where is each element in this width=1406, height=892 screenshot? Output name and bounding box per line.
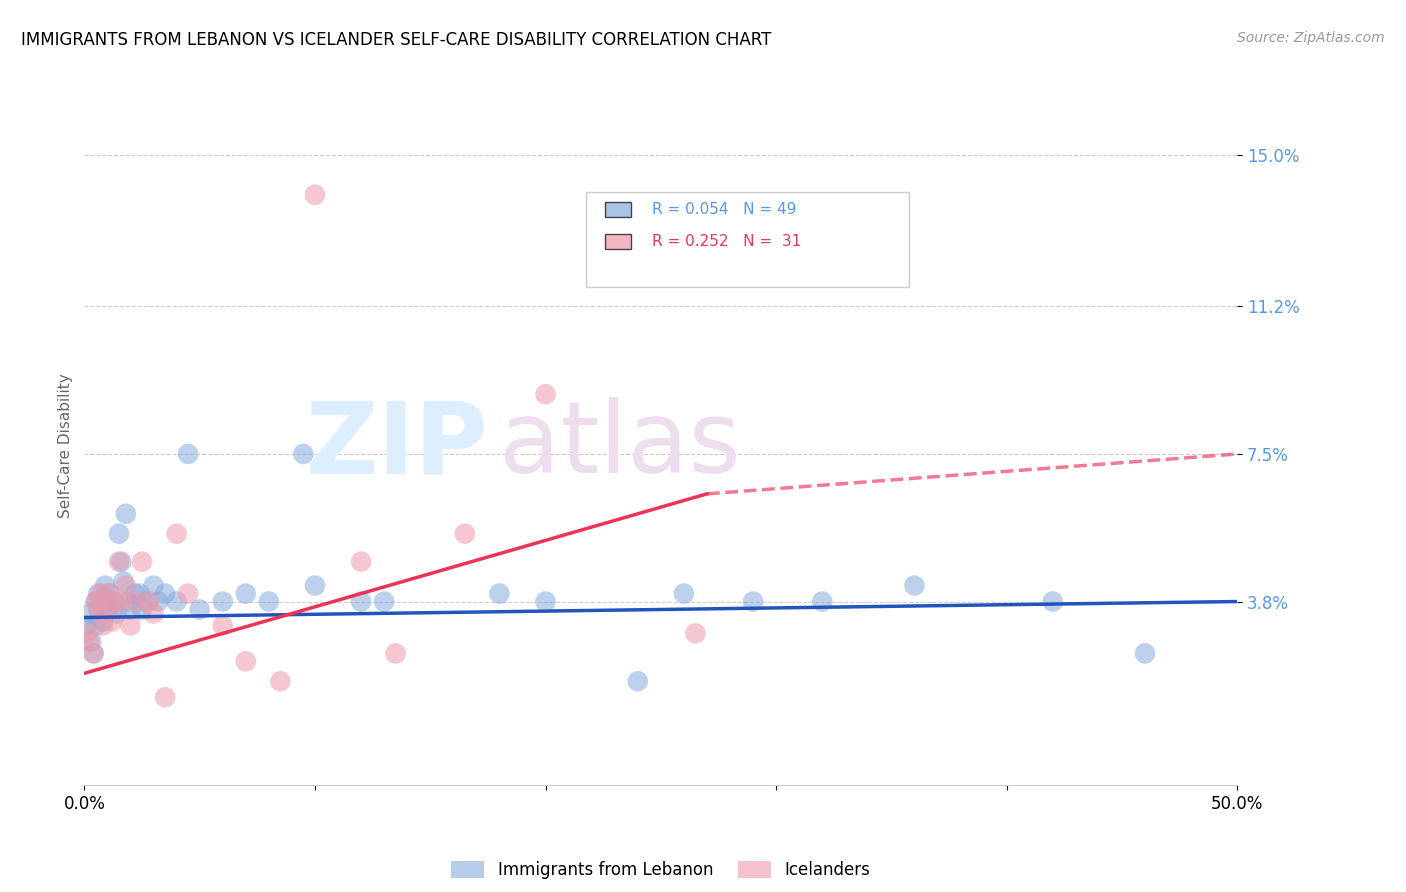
Point — [1133, 646, 1156, 660]
Point — [1042, 594, 1064, 608]
Point — [83, 646, 105, 660]
Point — [112, 574, 135, 589]
Point — [269, 674, 291, 689]
Text: Source: ZipAtlas.com: Source: ZipAtlas.com — [1237, 31, 1385, 45]
Text: R = 0.252   N =  31: R = 0.252 N = 31 — [651, 235, 801, 250]
Point — [131, 602, 153, 616]
Point — [128, 586, 150, 600]
Point — [166, 526, 188, 541]
Point — [235, 654, 257, 668]
Point — [142, 578, 165, 592]
Point — [138, 594, 160, 608]
Point — [98, 586, 121, 600]
Point — [87, 602, 110, 616]
Point — [84, 594, 107, 608]
Point — [124, 594, 146, 608]
Point — [534, 387, 557, 401]
Point — [94, 607, 117, 621]
Point — [108, 555, 131, 569]
Text: IMMIGRANTS FROM LEBANON VS ICELANDER SELF-CARE DISABILITY CORRELATION CHART: IMMIGRANTS FROM LEBANON VS ICELANDER SEL… — [21, 31, 772, 49]
Y-axis label: Self-Care Disability: Self-Care Disability — [58, 374, 73, 518]
Point — [903, 578, 925, 592]
Point — [177, 586, 200, 600]
Point — [211, 618, 233, 632]
Point — [454, 526, 477, 541]
Point — [811, 594, 834, 608]
Text: atlas: atlas — [499, 398, 741, 494]
Point — [80, 634, 103, 648]
Point — [373, 594, 395, 608]
Point — [120, 602, 142, 616]
Point — [76, 626, 98, 640]
Point — [89, 586, 111, 600]
Point — [135, 594, 157, 608]
Point — [101, 615, 124, 629]
Point — [257, 594, 280, 608]
Point — [103, 594, 125, 608]
Point — [117, 594, 139, 608]
Point — [76, 618, 98, 632]
Point — [384, 646, 406, 660]
Point — [146, 594, 169, 608]
Point — [77, 607, 100, 621]
Text: ZIP: ZIP — [305, 398, 488, 494]
FancyBboxPatch shape — [586, 192, 908, 286]
Point — [84, 594, 107, 608]
Point — [120, 618, 142, 632]
Point — [350, 555, 373, 569]
Point — [96, 594, 118, 608]
Point — [153, 586, 176, 600]
Point — [488, 586, 510, 600]
FancyBboxPatch shape — [606, 202, 631, 217]
Point — [534, 594, 557, 608]
Point — [108, 526, 131, 541]
Point — [96, 586, 118, 600]
Point — [110, 555, 132, 569]
Point — [166, 594, 188, 608]
Point — [87, 586, 110, 600]
Point — [96, 602, 118, 616]
Point — [91, 615, 114, 629]
Point — [87, 602, 110, 616]
Point — [235, 586, 257, 600]
Point — [77, 634, 100, 648]
FancyBboxPatch shape — [606, 235, 631, 250]
Point — [177, 447, 200, 461]
Point — [115, 578, 138, 592]
Point — [83, 646, 105, 660]
Point — [89, 594, 111, 608]
Point — [292, 447, 315, 461]
Point — [304, 578, 326, 592]
Point — [91, 618, 114, 632]
Point — [672, 586, 695, 600]
Point — [124, 586, 146, 600]
Point — [84, 618, 107, 632]
Point — [142, 607, 165, 621]
Point — [350, 594, 373, 608]
Legend: Immigrants from Lebanon, Icelanders: Immigrants from Lebanon, Icelanders — [444, 855, 877, 886]
Text: R = 0.054   N = 49: R = 0.054 N = 49 — [651, 202, 796, 217]
Point — [153, 690, 176, 705]
Point — [105, 607, 128, 621]
Point — [103, 594, 125, 608]
Point — [110, 594, 132, 608]
Point — [211, 594, 233, 608]
Point — [742, 594, 765, 608]
Point — [101, 602, 124, 616]
Point — [304, 187, 326, 202]
Point — [115, 507, 138, 521]
Point — [188, 602, 211, 616]
Point — [627, 674, 650, 689]
Point — [685, 626, 707, 640]
Point — [94, 578, 117, 592]
Point — [131, 555, 153, 569]
